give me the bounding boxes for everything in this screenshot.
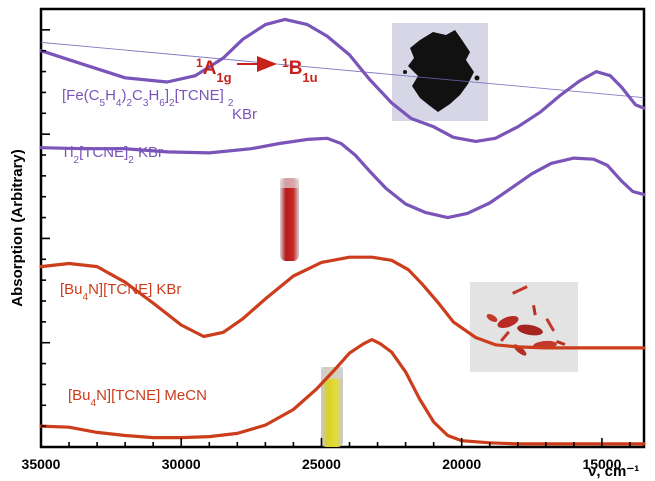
transition-from-base: A: [203, 58, 217, 79]
transition-annotation: 1A1g 1B1u: [196, 56, 318, 85]
x-tick-label: 15000: [582, 456, 621, 472]
transition-to-sub: 1u: [302, 70, 317, 85]
series-label-fe-tcne-line2: KBr: [232, 106, 257, 123]
series-line-3: [39, 338, 646, 446]
x-tick-label: 25000: [302, 456, 341, 472]
transition-to-sup: 1: [282, 56, 289, 70]
x-axis-label: ν, cm⁻¹: [588, 463, 639, 480]
reference-baseline: [40, 41, 645, 99]
series-label-bu4n-kbr: [Bu4N][TCNE] KBr: [60, 281, 181, 303]
plot-frame: [39, 7, 646, 449]
x-axis-ticks: 35000 30000 25000 20000 15000: [22, 438, 631, 472]
series-label-bu4n-mecn: [Bu4N][TCNE] MeCN: [68, 387, 207, 409]
red-solution-vial-photo: [280, 178, 299, 261]
transition-from-sub: 1g: [216, 70, 231, 85]
y-axis-label: Absorption (Arbitrary): [9, 149, 26, 307]
x-tick-label: 30000: [162, 456, 201, 472]
red-crystals-photo: [470, 282, 578, 372]
series-label-tl-tcne: Tl2[TCNE]2 KBr: [61, 144, 163, 166]
series-line-2: [39, 255, 646, 350]
svg-text:1A1g: 1A1g: [196, 56, 232, 85]
transition-to-base: B: [289, 58, 303, 79]
series-layer: [39, 17, 646, 446]
black-powder-photo: [392, 23, 488, 121]
series-line-0: [39, 17, 646, 143]
x-tick-label: 35000: [22, 456, 61, 472]
y-axis-ticks: [41, 29, 50, 427]
series-label-fe-tcne: [Fe(C5H4)2C3H6]2[TCNE] 2: [62, 87, 234, 109]
transition-from-sup: 1: [196, 56, 203, 70]
series-line-1: [39, 136, 646, 220]
svg-text:1B1u: 1B1u: [282, 56, 318, 85]
x-tick-label: 20000: [442, 456, 481, 472]
